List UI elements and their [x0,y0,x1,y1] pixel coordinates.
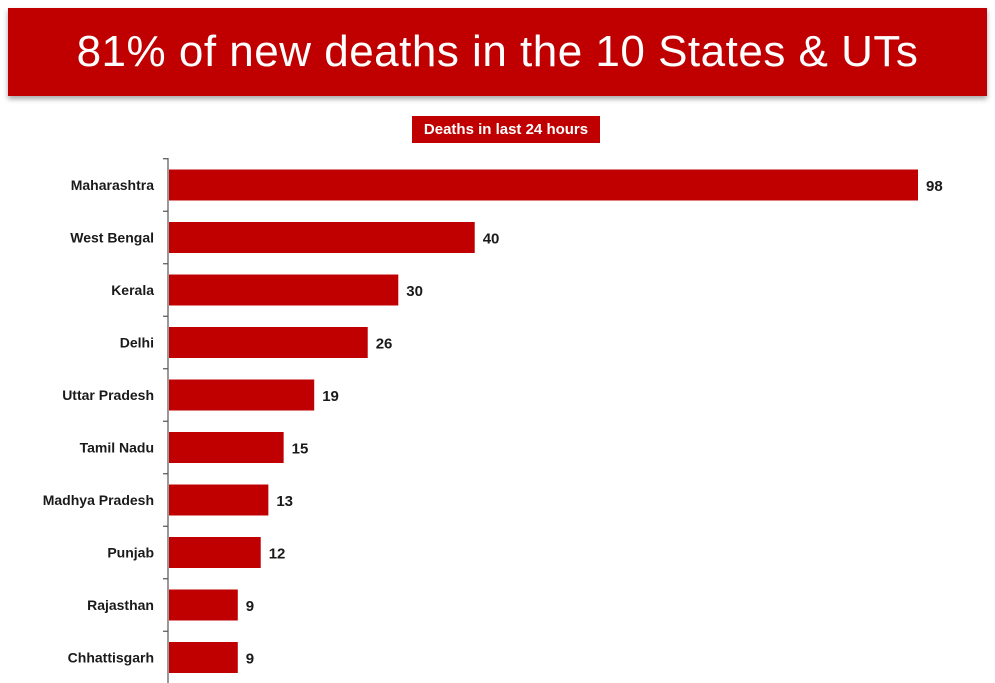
bar [169,589,238,621]
data-label: 13 [276,493,293,510]
category-label: Kerala [111,282,154,298]
bar [169,642,238,673]
category-label: Uttar Pradesh [62,387,154,403]
bar [169,432,284,463]
category-label: Rajasthan [87,597,154,613]
bar [169,484,269,516]
chart-title: Deaths in last 24 hours [412,116,600,143]
page-title: 81% of new deaths in the 10 States & UTs [76,27,919,76]
category-label: Chhattisgarh [68,650,154,666]
category-label: Punjab [107,545,154,561]
category-label: Maharashtra [71,177,154,193]
data-label: 9 [246,651,254,668]
data-label: 15 [292,441,309,458]
bar [169,327,368,358]
data-label: 40 [483,231,500,248]
category-label: West Bengal [70,230,154,246]
data-label: 9 [246,598,254,615]
data-label: 12 [269,546,286,563]
category-label: Delhi [120,335,154,351]
data-label: 19 [322,388,339,405]
data-label: 98 [926,178,943,195]
bar [169,169,918,201]
category-label: Madhya Pradesh [43,492,154,508]
title-banner: 81% of new deaths in the 10 States & UTs [8,8,987,96]
data-label: 30 [406,283,423,300]
bar [169,379,315,411]
bar [169,537,261,568]
data-label: 26 [376,336,393,353]
bar [169,274,399,306]
bar [169,222,475,253]
category-label: Tamil Nadu [80,440,154,456]
